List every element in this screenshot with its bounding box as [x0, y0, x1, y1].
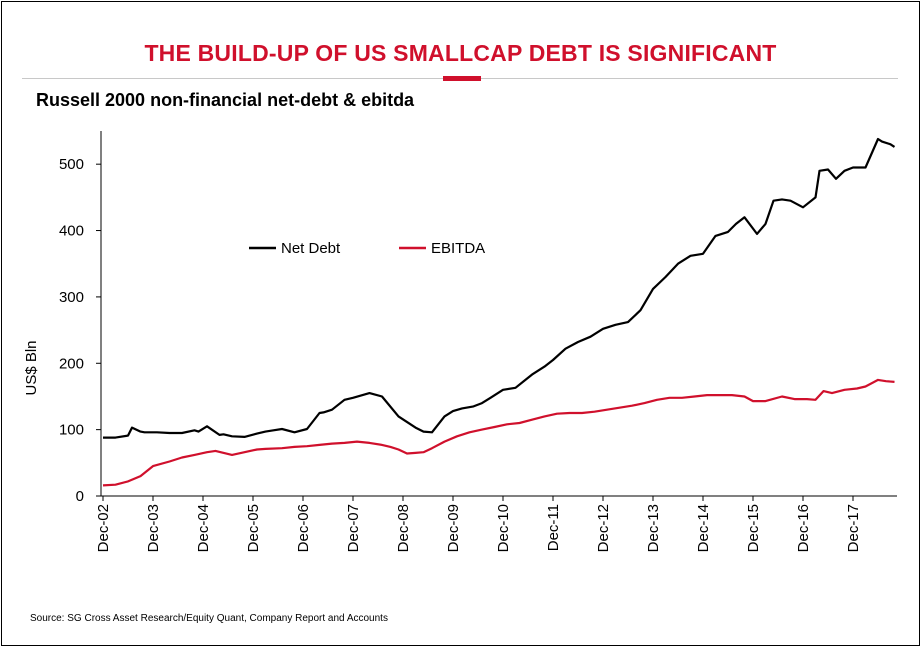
x-tick-label: Dec-16 [795, 504, 812, 552]
y-tick-label: 400 [59, 223, 84, 240]
x-tick-label: Dec-12 [595, 504, 612, 552]
legend-label: Net Debt [281, 240, 341, 257]
legend-label: EBITDA [431, 240, 485, 257]
x-tick-label: Dec-07 [345, 504, 362, 552]
chart-subtitle: Russell 2000 non-financial net-debt & eb… [36, 90, 415, 110]
x-tick-label: Dec-04 [195, 504, 212, 552]
series-line-ebitda [102, 378, 895, 487]
x-tick-label: Dec-09 [445, 504, 462, 552]
x-tick-label: Dec-10 [495, 504, 512, 552]
x-tick-label: Dec-08 [395, 504, 412, 552]
x-tick-label: Dec-02 [95, 504, 112, 552]
y-tick-label: 300 [59, 289, 84, 306]
x-tick-label: Dec-13 [645, 504, 662, 552]
y-tick-label: 0 [76, 488, 84, 505]
title-accent-bar [443, 76, 481, 81]
y-tick-label: 500 [59, 156, 84, 173]
page-title: THE BUILD-UP OF US SMALLCAP DEBT IS SIGN… [144, 40, 777, 66]
x-tick-label: Dec-14 [695, 504, 712, 552]
y-axis-title: US$ Bln [23, 340, 40, 395]
x-tick-label: Dec-17 [845, 504, 862, 552]
series-line-net-debt [103, 137, 896, 439]
x-axis: Dec-02 Dec-03 Dec-04 Dec-05 Dec-06 Dec-07 Dec-… [95, 495, 897, 552]
y-tick-label: 200 [59, 355, 84, 372]
x-tick-label: Dec-15 [745, 504, 762, 552]
series-layer [102, 137, 896, 487]
y-axis: 0 100 200 300 400 500 [59, 131, 102, 505]
legend: Net Debt EBITDA [249, 240, 485, 257]
x-tick-label: Dec-05 [245, 504, 262, 552]
source-note: Source: SG Cross Asset Research/Equity Q… [30, 613, 388, 624]
y-tick-label: 100 [59, 422, 84, 439]
x-tick-label: Dec-06 [295, 504, 312, 552]
x-tick-label: Dec-03 [145, 504, 162, 552]
x-tick-label: Dec-11 [545, 504, 562, 551]
